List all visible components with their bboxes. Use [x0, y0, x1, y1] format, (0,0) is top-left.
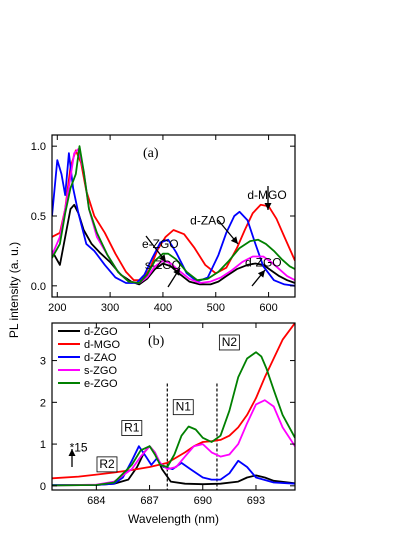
panel-label: (b) [148, 334, 165, 349]
x-tick-label: 600 [259, 302, 277, 314]
legend-label-d-MGO: d-MGO [84, 339, 121, 351]
plot-frame [51, 134, 296, 298]
series-line-d-ZAO [52, 445, 295, 486]
peak-label: N1 [176, 400, 192, 414]
series-annotation-d-ZAO: d-ZAO [190, 213, 225, 227]
x-tick-label: 684 [87, 495, 105, 507]
series-annotation-s-ZGO: s-ZGO [145, 258, 181, 272]
arrow-scale-factor-head [68, 449, 76, 456]
legend-label-s-ZGO: s-ZGO [84, 365, 117, 377]
scale-factor-label: *15 [70, 441, 88, 455]
arrow-e-ZGO-head [158, 254, 166, 262]
annotation-box [121, 420, 143, 436]
series-line-e-ZGO [52, 145, 295, 284]
arrow-s-ZGO-head [173, 268, 180, 276]
y-tick-label: 1.0 [31, 141, 46, 153]
annotation-box [172, 399, 194, 416]
x-axis-title: Wavelength (nm) [128, 512, 219, 526]
plot-frame [51, 322, 296, 491]
y-tick-label: 0 [40, 481, 46, 493]
series-annotation-e-ZGO: e-ZGO [142, 237, 179, 251]
x-tick-label: 500 [207, 302, 225, 314]
x-tick-label: 300 [101, 302, 119, 314]
series-line-d-MGO [52, 149, 295, 282]
y-tick-label: 0.0 [31, 281, 46, 293]
series-line-d-ZGO [52, 445, 295, 487]
legend-label-d-ZAO: d-ZAO [84, 352, 117, 364]
series-line-d-ZAO [52, 152, 295, 287]
series-annotation-d-ZGO: d-ZGO [245, 255, 282, 269]
legend-label-e-ZGO: e-ZGO [84, 378, 118, 390]
series-line-s-ZGO [52, 399, 295, 487]
x-tick-label: 693 [247, 495, 265, 507]
arrow-d-ZGO-head [257, 270, 265, 278]
y-tick-label: 0.5 [31, 211, 46, 223]
x-tick-label: 687 [140, 495, 158, 507]
x-tick-label: 690 [194, 495, 212, 507]
series-line-s-ZGO [52, 148, 295, 284]
x-tick-label: 200 [48, 302, 66, 314]
legend-label-d-ZGO: d-ZGO [84, 326, 118, 338]
peak-label: R2 [99, 457, 115, 471]
panel-label: (a) [143, 146, 159, 161]
annotation-box [96, 456, 118, 473]
peak-label: R1 [124, 421, 140, 435]
peak-label: N2 [222, 335, 238, 349]
y-tick-label: 1 [40, 439, 46, 451]
arrow-d-ZAO-head [230, 236, 238, 244]
annotation-box [218, 334, 240, 351]
arrow-d-MGO-head [264, 203, 272, 210]
y-axis-title: PL intensity (a. u.) [7, 242, 21, 338]
y-tick-label: 2 [40, 397, 46, 409]
y-tick-label: 3 [40, 356, 46, 368]
series-line-e-ZGO [52, 351, 295, 487]
series-annotation-d-MGO: d-MGO [247, 188, 286, 202]
x-tick-label: 400 [154, 302, 172, 314]
